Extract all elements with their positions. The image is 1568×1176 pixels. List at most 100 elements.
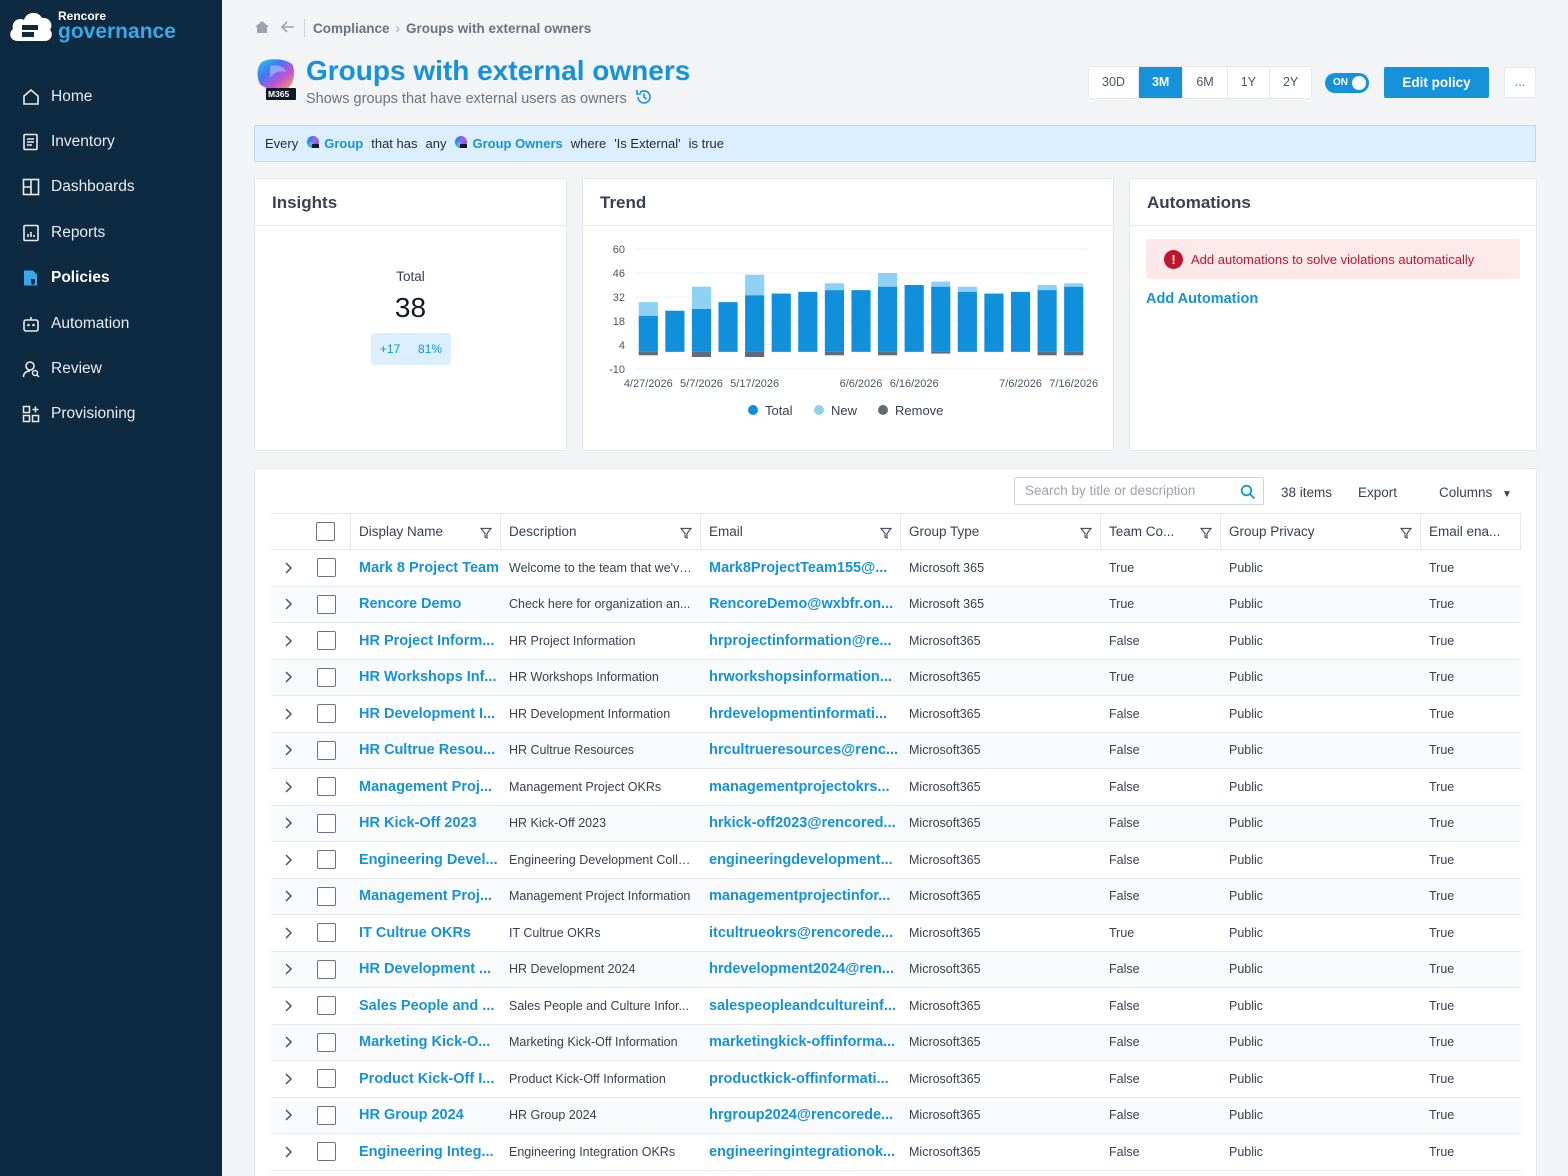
column-header-description[interactable]: Description (501, 514, 701, 549)
add-automation-link[interactable]: Add Automation (1146, 291, 1258, 307)
cell-display-name-link[interactable]: HR Development ... (359, 961, 491, 977)
expand-row-chevron-icon[interactable] (271, 879, 301, 915)
expand-row-chevron-icon[interactable] (271, 733, 301, 769)
column-header-team-connected[interactable]: Team Co... (1101, 514, 1221, 549)
period-30d[interactable]: 30D (1089, 67, 1139, 98)
nav-home[interactable]: Home (0, 74, 222, 119)
cell-display-name-link[interactable]: IT Cultrue OKRs (359, 925, 471, 941)
row-checkbox[interactable] (301, 806, 351, 842)
expand-row-chevron-icon[interactable] (271, 915, 301, 951)
cell-email-link[interactable]: hrgroup2024@rencorede... (709, 1107, 893, 1123)
cell-display-name-link[interactable]: Mark 8 Project Team (359, 560, 499, 576)
cell-display-name-link[interactable]: Management Proj... (359, 888, 492, 904)
cell-display-name-link[interactable]: Engineering Integ... (359, 1144, 494, 1160)
filter-icon[interactable] (680, 527, 692, 542)
row-checkbox[interactable] (301, 952, 351, 988)
table-row[interactable]: Management Proj... Management Project Inf… (271, 879, 1521, 916)
column-header-display-name[interactable]: Display Name (351, 514, 501, 549)
cell-email-link[interactable]: salespeopleandcultureinf... (709, 998, 896, 1014)
policy-toggle[interactable]: ON (1325, 73, 1369, 93)
expand-row-chevron-icon[interactable] (271, 952, 301, 988)
cell-email-link[interactable]: Mark8ProjectTeam155@... (709, 560, 887, 576)
period-3m[interactable]: 3M (1139, 67, 1183, 98)
expand-row-chevron-icon[interactable] (271, 1025, 301, 1061)
row-checkbox[interactable] (301, 696, 351, 732)
cell-email-link[interactable]: engineeringintegrationok... (709, 1144, 895, 1160)
period-2y[interactable]: 2Y (1270, 67, 1311, 98)
expand-row-chevron-icon[interactable] (271, 623, 301, 659)
table-row[interactable]: Engineering Integ... Engineering Integrat… (271, 1134, 1521, 1171)
cell-display-name-link[interactable]: Marketing Kick-O... (359, 1034, 490, 1050)
search-icon[interactable] (1240, 483, 1256, 509)
cell-email-link[interactable]: hrworkshopsinformation... (709, 669, 892, 685)
rule-relation-group-owners[interactable]: Group Owners (472, 136, 562, 151)
row-checkbox[interactable] (301, 623, 351, 659)
cell-display-name-link[interactable]: Engineering Devel... (359, 852, 498, 868)
column-header-email-enabled[interactable]: Email ena... (1421, 514, 1521, 549)
nav-policies[interactable]: Policies (0, 256, 222, 301)
expand-row-chevron-icon[interactable] (271, 842, 301, 878)
cell-email-link[interactable]: engineeringdevelopment... (709, 852, 893, 868)
expand-row-chevron-icon[interactable] (271, 696, 301, 732)
nav-reports[interactable]: Reports (0, 210, 222, 255)
row-checkbox[interactable] (301, 1025, 351, 1061)
row-checkbox[interactable] (301, 1098, 351, 1134)
table-row[interactable]: Mark 8 Project Team Welcome to the team t… (271, 550, 1521, 587)
nav-review[interactable]: Review (0, 346, 222, 391)
column-header-email[interactable]: Email (701, 514, 901, 549)
cell-email-link[interactable]: managementprojectokrs... (709, 779, 890, 795)
expand-row-chevron-icon[interactable] (271, 1061, 301, 1097)
history-icon[interactable] (635, 88, 653, 110)
cell-display-name-link[interactable]: Product Kick-Off I... (359, 1071, 494, 1087)
edit-policy-button[interactable]: Edit policy (1384, 67, 1489, 98)
back-arrow-icon[interactable] (280, 19, 296, 38)
nav-automation[interactable]: Automation (0, 301, 222, 346)
table-row[interactable]: HR Project Inform... HR Project Informati… (271, 623, 1521, 660)
cell-email-link[interactable]: productkick-offinformati... (709, 1071, 889, 1087)
cell-email-link[interactable]: hrkick-off2023@rencored... (709, 815, 896, 831)
row-checkbox[interactable] (301, 988, 351, 1024)
table-row[interactable]: HR Workshops Inf... HR Workshops Informat… (271, 660, 1521, 697)
expand-row-chevron-icon[interactable] (271, 660, 301, 696)
row-checkbox[interactable] (301, 733, 351, 769)
cell-email-link[interactable]: hrdevelopmentinformati... (709, 706, 887, 722)
more-options-button[interactable]: ... (1504, 67, 1536, 98)
cell-display-name-link[interactable]: HR Workshops Inf... (359, 669, 497, 685)
filter-icon[interactable] (1400, 527, 1412, 542)
cell-display-name-link[interactable]: HR Development I... (359, 706, 495, 722)
expand-row-chevron-icon[interactable] (271, 769, 301, 805)
nav-dashboards[interactable]: Dashboards (0, 165, 222, 210)
cell-email-link[interactable]: RencoreDemo@wxbfr.on... (709, 596, 893, 612)
breadcrumb-compliance[interactable]: Compliance (313, 21, 390, 36)
table-row[interactable]: HR Kick-Off 2023 HR Kick-Off 2023 hrkick-o… (271, 806, 1521, 843)
expand-row-chevron-icon[interactable] (271, 806, 301, 842)
expand-row-chevron-icon[interactable] (271, 1134, 301, 1170)
expand-row-chevron-icon[interactable] (271, 550, 301, 586)
expand-row-chevron-icon[interactable] (271, 988, 301, 1024)
period-6m[interactable]: 6M (1183, 67, 1227, 98)
row-checkbox[interactable] (301, 1061, 351, 1097)
columns-dropdown[interactable]: Columns ▼ (1439, 485, 1512, 500)
nav-inventory[interactable]: Inventory (0, 119, 222, 164)
row-checkbox[interactable] (301, 1134, 351, 1170)
table-row[interactable]: Product Kick-Off I... Product Kick-Off In… (271, 1061, 1521, 1098)
cell-display-name-link[interactable]: HR Group 2024 (359, 1107, 464, 1123)
cell-display-name-link[interactable]: Sales People and ... (359, 998, 494, 1014)
row-checkbox[interactable] (301, 660, 351, 696)
home-icon[interactable] (254, 19, 270, 38)
row-checkbox[interactable] (301, 842, 351, 878)
cell-email-link[interactable]: hrdevelopment2024@ren... (709, 961, 894, 977)
cell-display-name-link[interactable]: HR Project Inform... (359, 633, 494, 649)
table-row[interactable]: Management Proj... Management Project OKR… (271, 769, 1521, 806)
table-row[interactable]: Sales People and ... Sales People and Cul… (271, 988, 1521, 1025)
rule-entity-group[interactable]: Group (324, 136, 363, 151)
filter-icon[interactable] (880, 527, 892, 542)
cell-display-name-link[interactable]: Management Proj... (359, 779, 492, 795)
rencore-logo[interactable]: Rencore governance (8, 6, 176, 46)
cell-email-link[interactable]: managementprojectinfor... (709, 888, 890, 904)
table-row[interactable]: HR Development ... HR Development 2024 hrd… (271, 952, 1521, 989)
cell-display-name-link[interactable]: Rencore Demo (359, 596, 461, 612)
cell-display-name-link[interactable]: HR Cultrue Resou... (359, 742, 495, 758)
row-checkbox[interactable] (301, 879, 351, 915)
export-button[interactable]: Export (1358, 485, 1397, 500)
